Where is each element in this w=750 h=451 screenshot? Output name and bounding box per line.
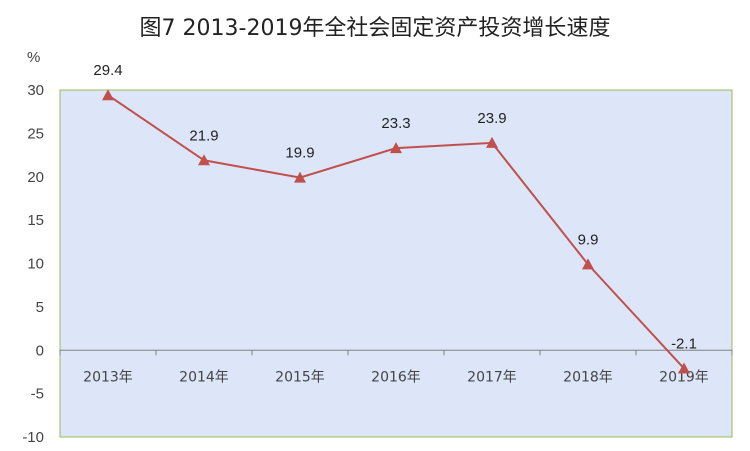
y-tick-label: -5 xyxy=(31,386,44,403)
data-point-marker xyxy=(198,154,210,166)
x-axis: 2013年 2014年 2015年 2016年 2017年 2018年 2019年 xyxy=(59,349,733,385)
y-tick-label: 30 xyxy=(27,82,44,99)
data-label: 29.4 xyxy=(93,62,122,79)
data-point-marker xyxy=(582,258,594,270)
y-axis-ticks: 30 25 20 15 10 5 0 -5 -10 xyxy=(22,82,44,446)
x-tick-label: 2016年 xyxy=(371,369,421,385)
y-tick-label: -10 xyxy=(22,429,44,446)
y-tick-label: 0 xyxy=(36,342,44,359)
x-tick-label: 2015年 xyxy=(275,369,325,385)
data-labels: 29.4 21.9 19.9 23.3 23.9 9.9 -2.1 xyxy=(93,62,697,352)
x-tick-label: 2018年 xyxy=(563,369,613,385)
data-label: 23.9 xyxy=(477,110,506,127)
x-tick-label: 2019年 xyxy=(659,369,709,385)
y-tick-label: 15 xyxy=(27,212,44,229)
data-label: 21.9 xyxy=(189,127,218,144)
data-point-marker xyxy=(486,136,498,148)
data-point-marker xyxy=(390,142,402,154)
x-tick-label: 2013年 xyxy=(83,369,133,385)
data-point-marker xyxy=(294,171,306,183)
y-tick-label: 25 xyxy=(27,125,44,142)
x-tick-label: 2017年 xyxy=(467,369,517,385)
y-tick-label: 10 xyxy=(27,256,44,273)
chart-title: 图7 2013-2019年全社会固定资产投资增长速度 xyxy=(139,16,611,41)
data-label: 19.9 xyxy=(285,145,314,162)
y-tick-label: 5 xyxy=(36,299,44,316)
data-label: -2.1 xyxy=(671,335,697,352)
data-point-marker xyxy=(102,89,114,101)
data-point-marker xyxy=(678,362,690,374)
y-axis-unit-label: % xyxy=(27,49,40,66)
x-tick-label: 2014年 xyxy=(179,369,229,385)
data-label: 23.3 xyxy=(381,115,410,132)
series-line-group xyxy=(102,89,690,374)
y-tick-label: 20 xyxy=(27,169,44,186)
data-label: 9.9 xyxy=(578,231,599,248)
